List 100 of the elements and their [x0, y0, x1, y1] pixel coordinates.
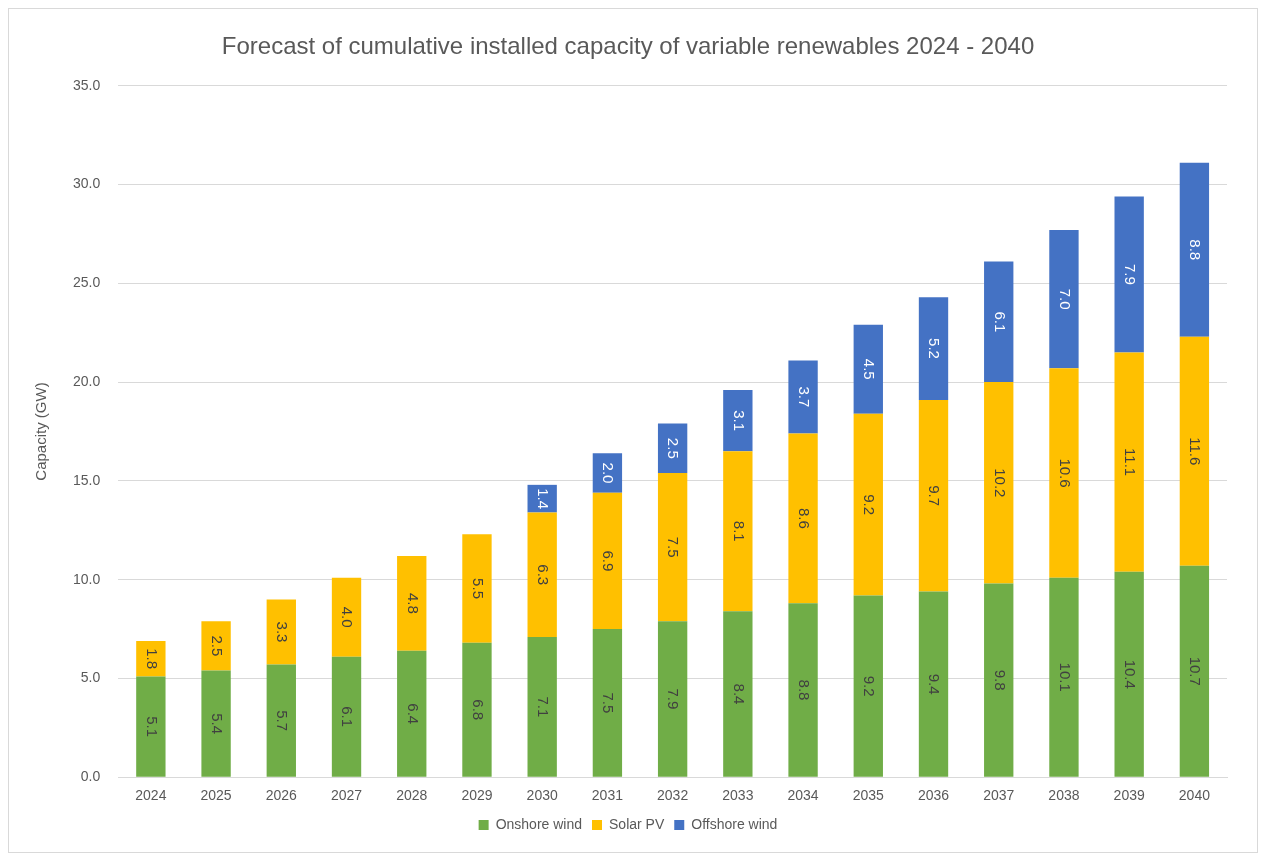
data-label: 11.6 [1187, 437, 1205, 466]
data-label: 4.8 [404, 592, 422, 614]
data-label: 3.1 [730, 410, 748, 432]
data-label: 7.9 [1122, 264, 1140, 285]
bar [266, 664, 296, 777]
bar [397, 650, 427, 777]
data-label: 2.5 [665, 437, 683, 459]
data-label: 5.4 [208, 713, 226, 735]
data-label: 10.4 [1122, 659, 1140, 689]
bar [331, 577, 362, 657]
data-label: 9.2 [861, 675, 879, 697]
data-label: 5.1 [143, 716, 161, 738]
bar [984, 382, 1014, 584]
bar [331, 656, 362, 777]
y-tick-label: 5.0 [80, 669, 101, 686]
data-label: 10.2 [991, 468, 1009, 498]
data-label: 3.3 [274, 621, 292, 643]
bar [1049, 230, 1079, 369]
y-axis-title: Capacity (GW) [32, 382, 50, 481]
x-tick-label: 2038 [1048, 787, 1080, 804]
data-label: 4.0 [339, 606, 357, 628]
data-label: 3.7 [795, 386, 813, 408]
data-label: 9.2 [861, 494, 879, 516]
data-label: 9.7 [926, 485, 944, 507]
data-label: 10.7 [1187, 656, 1205, 686]
bar [984, 261, 1014, 383]
data-label: 1.4 [535, 488, 553, 510]
bar [1179, 565, 1210, 777]
bar [657, 621, 688, 777]
data-label: 8.6 [795, 507, 813, 529]
bar [723, 451, 753, 612]
data-label: 8.8 [1187, 239, 1205, 261]
bar [657, 472, 688, 622]
x-tick-label: 2040 [1178, 787, 1211, 804]
bar [266, 599, 296, 665]
data-label: 2.0 [600, 462, 618, 484]
x-tick-label: 2035 [852, 787, 885, 804]
y-tick-label: 10.0 [73, 570, 101, 587]
data-label: 10.6 [1056, 458, 1074, 488]
data-label: 9.4 [926, 673, 944, 695]
data-label: 2.5 [208, 635, 226, 657]
bar [592, 492, 623, 630]
y-tick-label: 30.0 [73, 175, 101, 192]
x-tick-label: 2037 [983, 787, 1015, 804]
chart-title: Forecast of cumulative installed capacity of variable renewables 2024 - 2040 [221, 32, 1035, 60]
data-label: 10.1 [1056, 662, 1074, 692]
y-tick-label: 0.0 [80, 768, 101, 785]
bar [1114, 571, 1144, 777]
x-tick-label: 2033 [722, 787, 754, 804]
bar [1049, 577, 1079, 777]
x-tick-label: 2026 [265, 787, 298, 804]
x-tick-label: 2025 [200, 787, 232, 804]
bar [397, 555, 427, 651]
data-label: 7.0 [1056, 288, 1074, 310]
bar [918, 297, 949, 400]
legend-label: Offshore wind [691, 815, 778, 832]
data-label: 7.1 [535, 696, 553, 718]
x-tick-label: 2039 [1113, 787, 1145, 804]
y-tick-label: 35.0 [73, 76, 101, 93]
bar [657, 423, 688, 473]
x-tick-label: 2032 [657, 787, 689, 804]
data-label: 6.4 [404, 703, 422, 725]
bar [853, 413, 883, 596]
bar [723, 611, 753, 777]
bar [136, 676, 166, 777]
data-label: 11.1 [1122, 448, 1140, 477]
data-label: 8.1 [730, 520, 748, 542]
bar [1114, 352, 1144, 572]
data-label: 5.7 [274, 710, 292, 732]
y-tick-label: 15.0 [73, 471, 101, 488]
bar [527, 512, 557, 637]
x-tick-label: 2028 [396, 787, 428, 804]
bar [1179, 162, 1210, 337]
data-label: 5.5 [469, 578, 487, 599]
x-tick-label: 2036 [917, 787, 950, 804]
data-label: 7.5 [600, 692, 618, 714]
data-label: 9.8 [991, 669, 1009, 691]
legend-label: Solar PV [609, 815, 665, 832]
bar [136, 640, 166, 677]
data-label: 1.8 [143, 648, 161, 670]
bar [853, 595, 883, 777]
data-label: 6.8 [469, 699, 487, 721]
bar [592, 629, 623, 777]
y-tick-label: 20.0 [73, 372, 101, 389]
data-label: 7.9 [665, 688, 683, 710]
data-label: 4.5 [861, 358, 879, 380]
bar [1179, 336, 1210, 566]
data-label: 6.3 [535, 564, 553, 586]
data-label: 5.2 [926, 338, 944, 359]
bar [1049, 368, 1079, 578]
bar [201, 670, 231, 777]
x-tick-label: 2027 [330, 787, 363, 804]
bar [788, 603, 818, 777]
bar [592, 453, 623, 493]
data-label: 6.9 [600, 550, 618, 572]
x-tick-label: 2030 [526, 787, 558, 804]
bar [853, 324, 883, 414]
data-label: 8.8 [795, 679, 813, 701]
x-tick-label: 2024 [135, 787, 167, 804]
bar [918, 399, 949, 592]
